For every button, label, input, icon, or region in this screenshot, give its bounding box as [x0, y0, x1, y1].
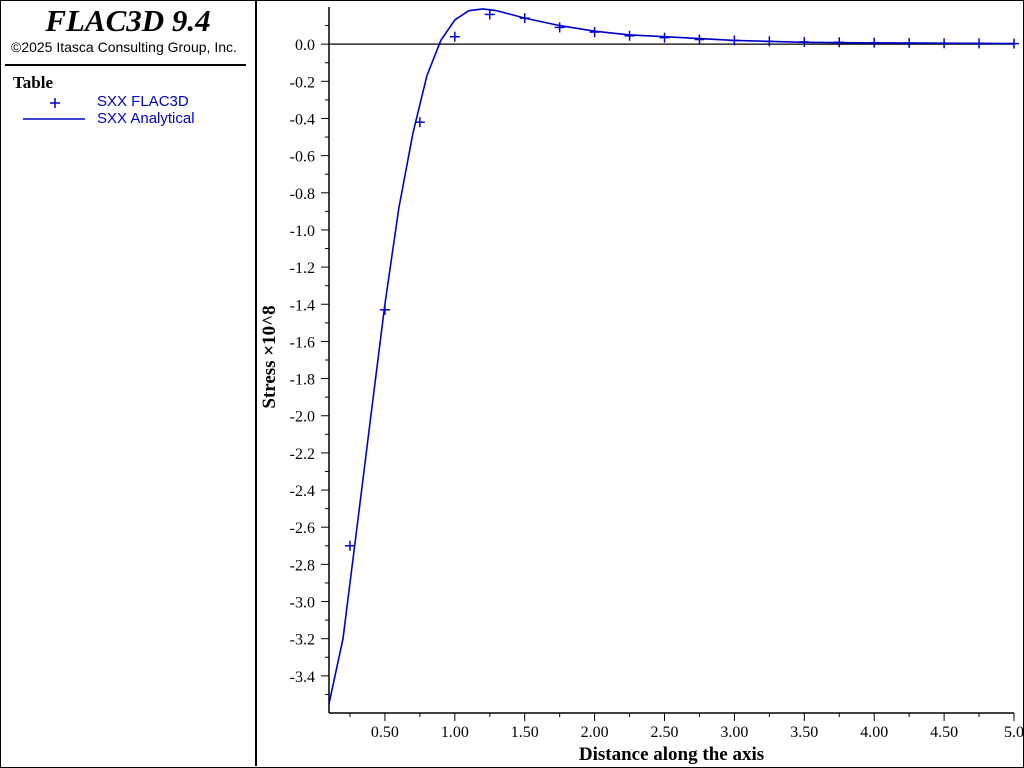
data-point-sxx-flac3d [344, 540, 355, 551]
y-tick-label: -1.6 [290, 334, 315, 351]
y-tick-label: -3.4 [290, 669, 315, 686]
y-tick-label: -2.4 [290, 483, 315, 500]
y-tick-label: -2.0 [290, 409, 315, 426]
stress-chart: 0.0 -0.2 -0.4 -0.6 -0.8 -1.0 -1.2 -1.4 -1.6 -1.8 -… [259, 7, 1023, 765]
y-tick-label: -2.6 [290, 520, 315, 537]
y-tick-label: -0.2 [290, 74, 315, 91]
y-tick-label: 0.0 [295, 37, 315, 54]
y-tick-label: -3.2 [290, 632, 315, 649]
data-point-sxx-flac3d [449, 31, 460, 42]
legend-item-sxx-analytical: SXX Analytical [97, 110, 195, 127]
y-tick-label: -2.2 [290, 446, 315, 463]
app-title: FLAC3D 9.4 [45, 3, 211, 38]
y-tick-label: -1.8 [290, 372, 315, 389]
x-axis-title: Distance along the axis [579, 744, 764, 765]
y-tick-label: -1.4 [290, 297, 315, 314]
data-point-sxx-flac3d [484, 9, 495, 20]
y-tick-label: -1.0 [290, 223, 315, 240]
data-point-sxx-flac3d [554, 22, 565, 33]
x-tick-label: 1.50 [511, 724, 539, 741]
legend-panel: FLAC3D 9.4 ©2025 Itasca Consulting Group… [1, 1, 257, 766]
legend-title: Table [13, 73, 54, 92]
series-line-sxx-analytical [328, 8, 1015, 704]
x-tick-label: 4.50 [930, 724, 958, 741]
legend-divider [5, 64, 246, 66]
x-tick-label: 1.00 [441, 724, 469, 741]
y-axis-title: Stress ×10^8 [259, 305, 280, 408]
legend-item-sxx-flac3d: SXX FLAC3D [97, 93, 189, 110]
copyright-text: ©2025 Itasca Consulting Group, Inc. [11, 39, 237, 55]
x-tick-label: 2.50 [651, 724, 679, 741]
x-tick-label: 0.50 [371, 724, 399, 741]
y-tick-label: -1.2 [290, 260, 315, 277]
y-tick-label: -0.4 [290, 111, 315, 128]
x-tick-label: 3.00 [720, 724, 748, 741]
x-tick-label: 5.0 [1004, 724, 1023, 741]
data-point-sxx-flac3d [414, 117, 425, 128]
x-tick-label: 4.00 [860, 724, 888, 741]
x-tick-label: 3.50 [790, 724, 818, 741]
y-tick-label: -2.8 [290, 557, 315, 574]
legend-line-marker-icon [23, 118, 85, 120]
y-tick-label: -0.6 [290, 149, 315, 166]
y-tick-label: -0.8 [290, 186, 315, 203]
x-tick-label: 2.00 [581, 724, 609, 741]
y-tick-label: -3.0 [290, 595, 315, 612]
legend-plus-marker-icon [50, 98, 60, 108]
